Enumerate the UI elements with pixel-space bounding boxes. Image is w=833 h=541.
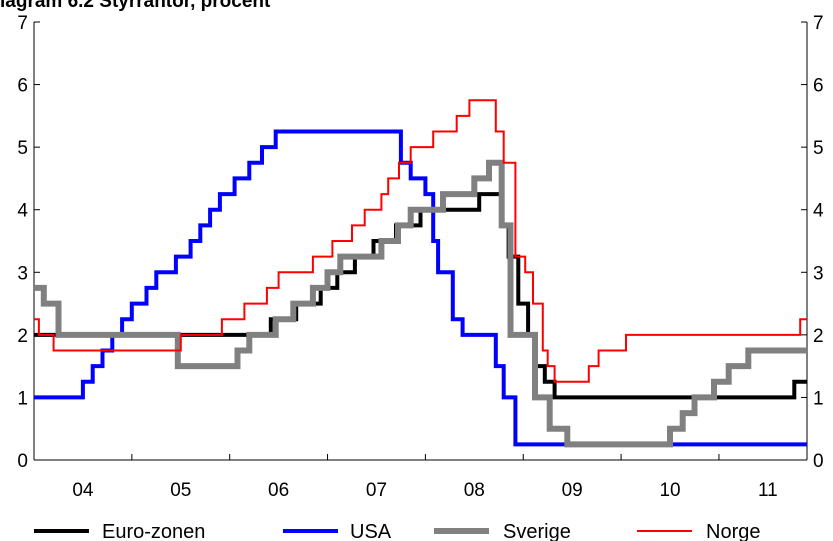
legend-label-euro-zonen: Euro-zonen <box>102 521 205 541</box>
x-tick-label: 07 <box>366 480 387 501</box>
y-tick-label-right: 6 <box>813 76 824 97</box>
series-line-sverige <box>34 159 807 448</box>
y-tick-label-left: 2 <box>17 326 28 347</box>
y-tick-label-left: 1 <box>17 388 28 409</box>
y-tick-label-right: 2 <box>813 326 824 347</box>
x-tick-label: 11 <box>758 480 778 501</box>
y-tick-label-right: 0 <box>813 451 824 472</box>
x-tick-label: 06 <box>268 480 289 501</box>
chart-title: iagram 6.2 Styrräntor, procent <box>0 0 271 12</box>
y-tick-label-right: 1 <box>813 388 824 409</box>
y-tick-label-left: 7 <box>17 13 28 34</box>
y-tick-label-right: 5 <box>813 138 824 159</box>
y-tick-label-right: 4 <box>813 201 824 222</box>
x-tick-label: 08 <box>464 480 485 501</box>
x-tick-label: 09 <box>562 480 583 501</box>
x-tick-label: 05 <box>170 480 191 501</box>
legend-label-usa: USA <box>350 521 392 541</box>
y-tick-label-right: 3 <box>813 263 824 284</box>
axes: 0 01 12 23 34 45 56 67 704 05 06 07 08 09 10 11 <box>17 13 824 501</box>
series-line-euro-zonen <box>34 192 807 400</box>
y-tick-label-left: 4 <box>17 201 28 222</box>
series-layer <box>34 99 807 448</box>
x-tick-label: 04 <box>72 480 94 501</box>
legend-label-norge: Norge <box>706 521 760 541</box>
series-line-norge <box>34 99 807 383</box>
x-tick-label: 10 <box>659 480 680 501</box>
y-tick-label-right: 7 <box>813 13 824 34</box>
y-tick-label-left: 0 <box>17 451 28 472</box>
y-tick-label-left: 6 <box>17 76 28 97</box>
y-tick-label-left: 5 <box>17 138 28 159</box>
legend-label-sverige: Sverige <box>503 521 571 541</box>
y-tick-label-left: 3 <box>17 263 28 284</box>
legend: Euro-zonen USA Sverige Norge <box>34 521 760 541</box>
